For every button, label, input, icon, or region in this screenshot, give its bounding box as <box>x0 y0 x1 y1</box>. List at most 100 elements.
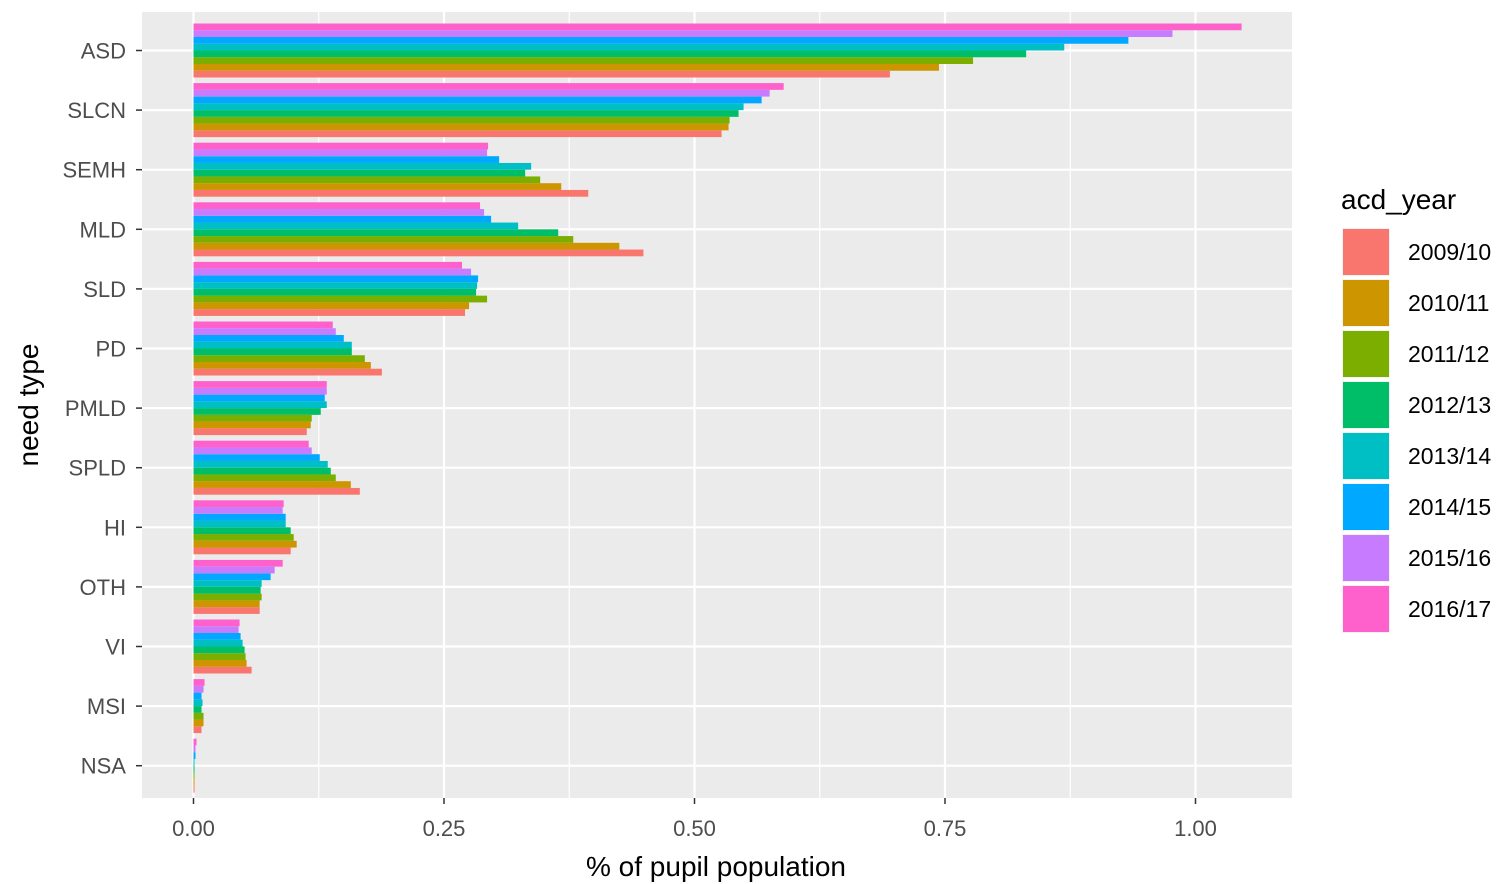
bar-hi-2015-16 <box>193 507 283 514</box>
bar-nsa-2011-12 <box>193 772 195 780</box>
bar-nsa-2010-11 <box>193 779 195 786</box>
bar-sld-2013-14 <box>193 282 478 289</box>
bar-oth-2009-10 <box>193 607 260 614</box>
y-tick-label: ASD <box>81 39 126 64</box>
bar-oth-2013-14 <box>193 580 262 587</box>
bar-asd-2015-16 <box>193 30 1173 37</box>
bar-oth-2012-13 <box>193 586 261 594</box>
bar-sld-2010-11 <box>193 302 470 310</box>
bar-mld-2013-14 <box>193 222 519 230</box>
bar-msi-2009-10 <box>193 726 202 734</box>
bar-oth-2010-11 <box>193 600 260 608</box>
y-tick-label: VI <box>105 635 126 660</box>
bar-msi-2012-13 <box>193 706 202 713</box>
bar-vi-2016-17 <box>193 619 240 627</box>
bar-sld-2014-15 <box>193 275 479 283</box>
bar-nsa-2009-10 <box>193 785 195 793</box>
bar-slcn-2016-17 <box>193 83 784 90</box>
bar-nsa-2016-17 <box>193 738 197 746</box>
y-tick-label: SLD <box>83 277 126 302</box>
bar-sld-2009-10 <box>193 309 466 316</box>
x-tick-label: 0.75 <box>924 816 967 841</box>
bar-asd-2012-13 <box>193 50 1027 58</box>
bar-vi-2009-10 <box>193 666 252 674</box>
bar-spld-2011-12 <box>193 474 336 482</box>
y-tick-label: SEMH <box>62 158 126 183</box>
legend-key <box>1343 382 1389 428</box>
bar-semh-2013-14 <box>193 162 532 170</box>
legend-key <box>1343 229 1389 275</box>
legend-key <box>1343 280 1389 326</box>
legend-label: 2015/16 <box>1408 545 1491 571</box>
bar-pmld-2015-16 <box>193 387 327 395</box>
bar-asd-2013-14 <box>193 43 1065 51</box>
bar-spld-2016-17 <box>193 440 309 448</box>
bar-vi-2013-14 <box>193 639 243 647</box>
bar-slcn-2015-16 <box>193 89 770 97</box>
legend-key <box>1343 484 1389 530</box>
bar-pd-2009-10 <box>193 368 382 376</box>
bar-mld-2016-17 <box>193 202 481 210</box>
bar-pd-2010-11 <box>193 362 371 369</box>
bar-pd-2013-14 <box>193 341 352 349</box>
y-axis: ASD SLCN SEMH MLD SLD PD PMLD SPLD HI OTH VI MSI NSA <box>62 39 142 779</box>
bar-mld-2014-15 <box>193 215 492 223</box>
bar-semh-2015-16 <box>193 149 488 157</box>
bar-pd-2012-13 <box>193 348 352 356</box>
bar-vi-2010-11 <box>193 660 247 667</box>
bar-pd-2016-17 <box>193 321 333 329</box>
bar-asd-2014-15 <box>193 37 1129 44</box>
bar-hi-2009-10 <box>193 547 291 555</box>
y-tick-label: SLCN <box>67 98 126 123</box>
legend-key <box>1343 535 1389 581</box>
bar-slcn-2014-15 <box>193 96 762 104</box>
bar-hi-2012-13 <box>193 527 291 535</box>
bar-sld-2012-13 <box>193 288 477 296</box>
bar-mld-2010-11 <box>193 242 620 250</box>
bar-hi-2016-17 <box>193 500 284 508</box>
legend-label: 2012/13 <box>1408 392 1491 418</box>
x-tick-label: 0.25 <box>423 816 466 841</box>
bar-hi-2011-12 <box>193 534 294 541</box>
bar-vi-2011-12 <box>193 653 246 660</box>
bar-asd-2009-10 <box>193 70 890 78</box>
bar-msi-2010-11 <box>193 719 204 727</box>
y-tick-label: HI <box>104 515 126 540</box>
y-tick-label: MLD <box>80 217 126 242</box>
y-tick-label: PMLD <box>65 396 126 421</box>
y-tick-label: PD <box>95 337 126 362</box>
y-tick-label: NSA <box>81 754 127 779</box>
bar-msi-2016-17 <box>193 679 205 686</box>
bar-pd-2015-16 <box>193 328 336 335</box>
bar-spld-2013-14 <box>193 460 328 468</box>
bar-msi-2011-12 <box>193 712 204 720</box>
bar-msi-2015-16 <box>193 685 204 693</box>
legend-label: 2016/17 <box>1408 596 1491 622</box>
x-axis-title: % of pupil population <box>586 851 846 882</box>
y-tick-label: MSI <box>87 694 126 719</box>
bar-mld-2009-10 <box>193 249 644 257</box>
bar-pmld-2010-11 <box>193 421 311 429</box>
legend: acd_year 2009/10 2010/11 2011/12 2012/13 201… <box>1341 184 1491 633</box>
legend-key <box>1343 433 1389 479</box>
bar-slcn-2011-12 <box>193 116 730 124</box>
x-tick-label: 0.00 <box>172 816 215 841</box>
bar-nsa-2012-13 <box>193 765 195 773</box>
bar-semh-2012-13 <box>193 169 526 177</box>
legend-label: 2013/14 <box>1408 443 1491 469</box>
bar-asd-2016-17 <box>193 23 1242 31</box>
bar-nsa-2014-15 <box>193 752 196 759</box>
bar-pd-2014-15 <box>193 335 344 342</box>
bar-vi-2012-13 <box>193 646 245 654</box>
bar-asd-2011-12 <box>193 57 974 64</box>
bar-semh-2010-11 <box>193 183 562 190</box>
bar-spld-2009-10 <box>193 487 360 495</box>
bar-hi-2013-14 <box>193 520 286 528</box>
bar-oth-2015-16 <box>193 566 275 574</box>
bar-mld-2011-12 <box>193 236 574 243</box>
x-tick-label: 0.50 <box>673 816 716 841</box>
bar-oth-2011-12 <box>193 593 262 601</box>
bar-mld-2015-16 <box>193 209 485 216</box>
bar-spld-2010-11 <box>193 481 351 488</box>
bar-slcn-2010-11 <box>193 123 729 131</box>
